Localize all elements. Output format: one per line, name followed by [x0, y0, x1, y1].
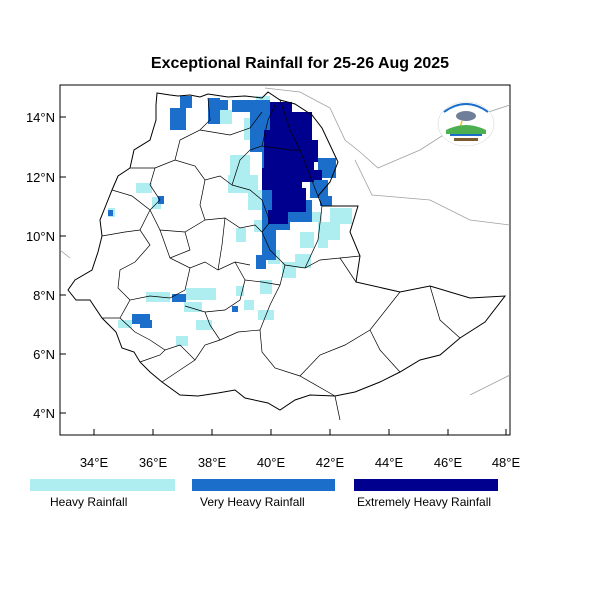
extremely-heavy-rainfall-areas [262, 102, 322, 224]
legend-label-very-heavy: Very Heavy Rainfall [200, 495, 305, 509]
legend-swatch-heavy [30, 479, 175, 491]
lat-label-6n: 6°N [33, 347, 55, 362]
lon-ticks [93, 429, 507, 435]
lon-label-46e: 46°E [434, 455, 463, 470]
lon-label-40e: 40°E [257, 455, 286, 470]
ethiopian-meteorology-institute-logo [437, 101, 495, 147]
legend-swatch-extremely-heavy [354, 479, 498, 491]
map-title: Exceptional Rainfall for 25-26 Aug 2025 [150, 55, 450, 72]
lat-label-14n: 14°N [26, 110, 55, 125]
lon-label-38e: 38°E [198, 455, 227, 470]
lat-label-10n: 10°N [26, 229, 55, 244]
lon-label-44e: 44°E [375, 455, 404, 470]
lat-label-12n: 12°N [26, 170, 55, 185]
lat-ticks [60, 116, 66, 414]
lon-label-36e: 36°E [139, 455, 168, 470]
lon-label-48e: 48°E [492, 455, 521, 470]
zone-boundaries [101, 97, 461, 421]
legend-label-extremely-heavy: Extremely Heavy Rainfall [357, 495, 492, 509]
ethiopia-outline [67, 91, 507, 411]
lat-label-4n: 4°N [33, 406, 55, 421]
legend-label-heavy: Heavy Rainfall [50, 495, 128, 509]
map-frame [59, 84, 511, 436]
legend-swatch-very-heavy [192, 479, 335, 491]
lon-label-34e: 34°E [80, 455, 109, 470]
heavy-rainfall-areas [108, 96, 352, 346]
lon-label-42e: 42°E [316, 455, 345, 470]
lat-label-8n: 8°N [33, 288, 55, 303]
